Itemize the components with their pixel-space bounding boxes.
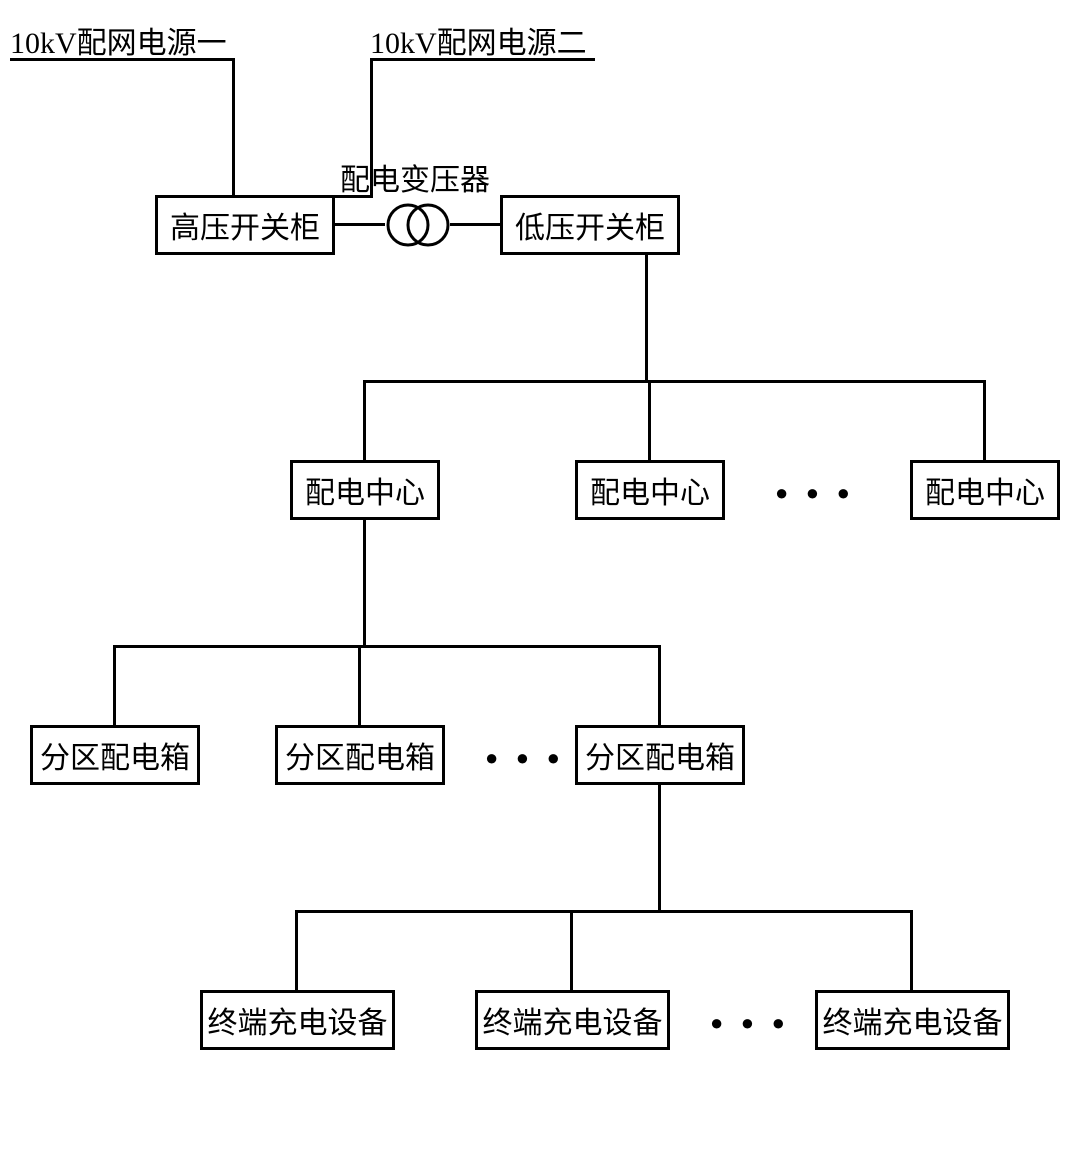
dist-center-1: 配电中心 (290, 460, 440, 520)
connector-dc1_down (363, 520, 366, 645)
connector-hv_to_xfmr (335, 223, 385, 226)
dist-center-ellipsis: ● ● ● (775, 480, 856, 506)
connector-dc_bus (363, 380, 985, 383)
transformer-icon (383, 195, 453, 255)
connector-zb2_v (358, 645, 361, 725)
connector-dc2_v (648, 380, 651, 460)
dist-center-2: 配电中心 (575, 460, 725, 520)
connector-xfmr_to_lv (450, 223, 500, 226)
connector-lv_down (645, 255, 648, 380)
terminal-3: 终端充电设备 (815, 990, 1010, 1050)
connector-zb_bus (113, 645, 660, 648)
zone-box-3: 分区配电箱 (575, 725, 745, 785)
lv-switch-cabinet: 低压开关柜 (500, 195, 680, 255)
connector-zb3_down (658, 785, 661, 910)
source-2-label: 10kV配网电源二 (370, 18, 587, 62)
zone-box-1: 分区配电箱 (30, 725, 200, 785)
connector-src2_to_hv_v (370, 58, 373, 195)
zone-box-ellipsis: ● ● ● (485, 745, 566, 771)
terminal-ellipsis: ● ● ● (710, 1010, 791, 1036)
terminal-1: 终端充电设备 (200, 990, 395, 1050)
source-1-label: 10kV配网电源一 (10, 18, 227, 62)
terminal-2: 终端充电设备 (475, 990, 670, 1050)
connector-src1_to_hv_v (232, 58, 235, 195)
connector-src2_underline (370, 58, 595, 61)
connector-zb3_v (658, 645, 661, 725)
connector-tm1_v (295, 910, 298, 990)
connector-tm3_v (910, 910, 913, 990)
hv-switch-cabinet: 高压开关柜 (155, 195, 335, 255)
power-distribution-diagram: 10kV配网电源一 10kV配网电源二 配电变压器 高压开关柜 低压开关柜 配电… (0, 0, 1082, 1164)
connector-tm2_v (570, 910, 573, 990)
connector-src1_underline (10, 58, 235, 61)
connector-zb1_v (113, 645, 116, 725)
connector-src2_to_hv_h (280, 195, 373, 198)
connector-dc1_v (363, 380, 366, 460)
transformer-label: 配电变压器 (340, 155, 490, 199)
connector-tm_bus (295, 910, 913, 913)
zone-box-2: 分区配电箱 (275, 725, 445, 785)
connector-dc3_v (983, 380, 986, 460)
dist-center-3: 配电中心 (910, 460, 1060, 520)
